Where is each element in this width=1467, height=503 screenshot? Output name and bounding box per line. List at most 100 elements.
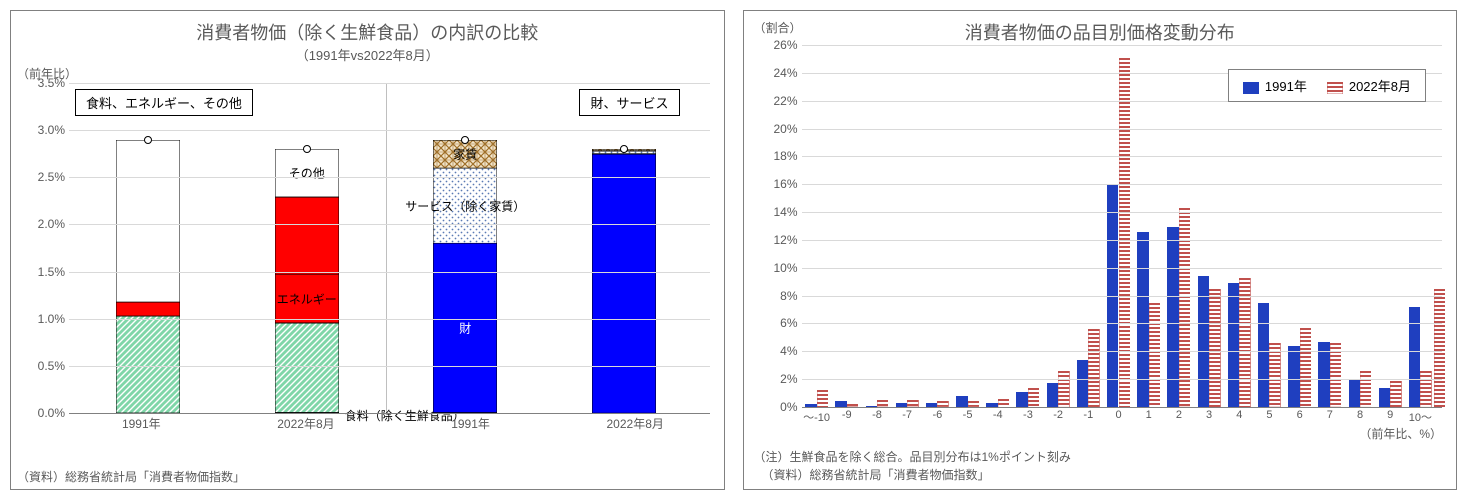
bar-2022 [1149,303,1160,407]
right-title: 消費者物価の品目別価格変動分布 [744,19,1457,45]
right-x-label: -6 [932,409,942,421]
right-legend: 1991年 2022年8月 [1228,69,1426,102]
right-x-label: -5 [963,409,973,421]
bar-2022 [817,390,828,407]
left-ytick: 1.0% [38,312,65,326]
bar-1991 [1047,383,1058,407]
left-plot-area: 0.0%0.5%1.0%1.5%2.0%2.5%3.0%3.5% 食料（除く生鮮… [21,83,710,413]
right-x-label: 7 [1327,409,1333,421]
left-bar-d [592,149,656,413]
total-marker [303,145,311,153]
left-source: （資料）総務省統計局「消費者物価指数」 [17,468,245,485]
right-x-label: -2 [1053,409,1063,421]
bar-2022 [1058,371,1069,407]
right-ytick: 10% [773,261,797,275]
left-plot: 食料（除く生鮮食品）エネルギーその他財サービス（除く家賃）家賃食料、エネルギー、… [69,83,704,413]
right-ytick: 24% [773,66,797,80]
left-x-label: 1991年 [388,415,553,432]
total-marker [620,145,628,153]
right-x-label: -4 [993,409,1003,421]
left-bar-c: 財サービス（除く家賃）家賃 [433,140,497,413]
left-subtitle: （1991年vs2022年8月） [25,45,710,64]
right-x-label: 8 [1357,409,1363,421]
bar-2022 [1269,343,1280,407]
seg-label-energy: エネルギー [277,290,337,307]
right-ytick: 18% [773,149,797,163]
bar-2022 [1300,328,1311,407]
right-x-label: 10～ [1409,409,1432,425]
panel2-box: 財、サービス [579,89,679,116]
left-bar-b: 食料（除く生鮮食品）エネルギーその他 [275,149,339,413]
left-chart-panel: 消費者物価（除く生鮮食品）の内訳の比較 （1991年vs2022年8月） （前年… [10,10,725,490]
right-y-axis: 0%2%4%6%8%10%12%14%16%18%20%22%24%26% [754,45,802,407]
right-note: （注）生鮮食品を除く総合。品目別分布は1%ポイント刻み [754,448,1071,465]
right-source: （資料）総務省統計局「消費者物価指数」 [762,466,990,483]
bar-2022 [1330,343,1341,407]
bar-2022 [1088,329,1099,407]
right-ytick: 26% [773,38,797,52]
right-ytick: 2% [780,372,797,386]
right-x-label: 4 [1236,409,1242,421]
right-ytick: 22% [773,94,797,108]
right-ytick: 16% [773,177,797,191]
bar-2022 [1390,381,1401,407]
panel1-box: 食料、エネルギー、その他 [75,89,253,116]
right-ytick: 8% [780,289,797,303]
total-marker [461,136,469,144]
right-x-label: -1 [1083,409,1093,421]
legend-label-2022: 2022年8月 [1349,79,1411,94]
bar-1991 [1409,307,1420,407]
bar-2022 [1028,388,1039,407]
right-x-label: 2 [1176,409,1182,421]
bar-2022 [1119,58,1130,407]
left-ytick: 1.5% [38,265,65,279]
seg-label-svc: サービス（除く家賃） [405,197,525,214]
right-x-label: 3 [1206,409,1212,421]
bar-1991 [956,396,967,407]
right-x-labels: ～-10-9-8-7-6-5-4-3-2-1012345678910～ [802,409,1437,425]
bar-2022 [1209,289,1220,407]
left-title: 消費者物価（除く生鮮食品）の内訳の比較 [25,19,710,45]
right-x-label: -3 [1023,409,1033,421]
seg-label-rent: 家賃 [453,145,477,162]
left-bar-a [116,140,180,413]
right-ytick: 20% [773,122,797,136]
right-x-label: 9 [1387,409,1393,421]
right-x-label: 0 [1115,409,1121,421]
right-x-label: 1 [1146,409,1152,421]
right-x-label: -8 [872,409,882,421]
bar-1991 [1137,232,1148,407]
bar-1991 [1288,346,1299,407]
left-ytick: 0.5% [38,359,65,373]
legend-swatch-1991 [1243,82,1259,94]
seg-label-goods: 財 [459,320,471,337]
left-ytick: 2.5% [38,170,65,184]
right-ytick: 6% [780,316,797,330]
bar-2022 [1360,371,1371,407]
total-marker [144,136,152,144]
right-ytick: 14% [773,205,797,219]
bar-2022 [1239,278,1250,407]
right-ytick: 12% [773,233,797,247]
right-x-label: 5 [1266,409,1272,421]
bar-2022 [1179,208,1190,407]
bar-1991 [1016,392,1027,407]
bar-2022 [1420,371,1431,407]
right-chart-panel: （割合） 消費者物価の品目別価格変動分布 0%2%4%6%8%10%12%14%… [743,10,1458,490]
bar-1991 [1379,388,1390,407]
bar-2022 [998,399,1009,407]
legend-item-1991: 1991年 [1243,76,1307,95]
seg-label-other: その他 [289,165,325,182]
left-divider [386,83,387,413]
bar-1991 [1077,360,1088,407]
right-ytick: 0% [780,400,797,414]
left-ytick: 3.0% [38,123,65,137]
bar-2022 [907,400,918,407]
right-x-axis-label: （前年比、%） [1359,425,1442,442]
left-x-label: 2022年8月 [553,415,718,432]
right-ytick: 4% [780,344,797,358]
right-x-label: ～-10 [803,409,830,425]
bar-1991 [1228,283,1239,407]
right-x-label: -9 [842,409,852,421]
left-x-label: 2022年8月 [224,415,389,432]
